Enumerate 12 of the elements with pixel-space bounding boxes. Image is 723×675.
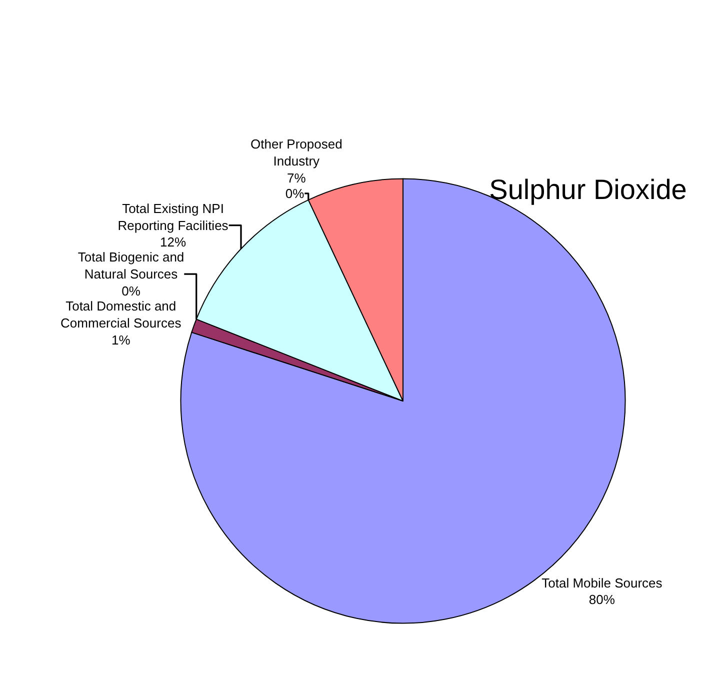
text: 0% bbox=[285, 186, 304, 201]
data-label: 1% bbox=[111, 332, 131, 348]
slice-label: Total Mobile Sources bbox=[542, 575, 663, 590]
text: 0% bbox=[122, 284, 140, 299]
slice-label: Other Proposed Industry bbox=[250, 136, 342, 168]
data-label: 12% bbox=[160, 234, 186, 250]
data-label: 7% bbox=[287, 170, 306, 186]
slice-label: Total Existing NPI Reporting Facilities bbox=[118, 200, 229, 233]
data-label: 80% bbox=[588, 592, 616, 608]
text: Sulphur Dioxide bbox=[489, 174, 687, 205]
slice-label: Total Domestic and Commercial Sources bbox=[60, 298, 182, 330]
category-label: Total Biogenic and Natural Sources bbox=[78, 250, 184, 282]
